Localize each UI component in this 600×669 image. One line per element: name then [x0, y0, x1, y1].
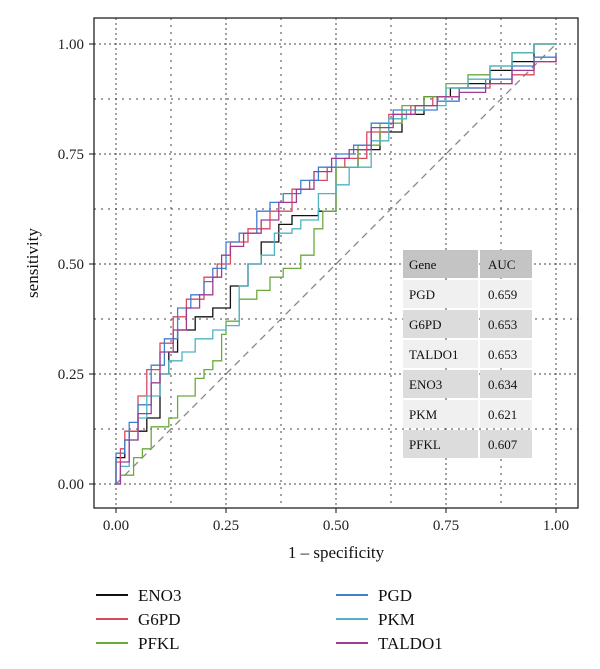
auc-gene: PFKL [409, 437, 441, 452]
auc-header-gene: Gene [409, 257, 437, 272]
y-tick-label: 0.75 [58, 147, 84, 163]
auc-cell [480, 310, 532, 338]
x-tick-label: 0.25 [213, 518, 239, 534]
x-tick-label: 0.75 [433, 518, 459, 534]
auc-cell [480, 340, 532, 368]
auc-value: 0.659 [488, 287, 517, 302]
roc-curve-pgd [115, 52, 557, 484]
auc-gene: PKM [409, 407, 438, 422]
auc-cell [403, 250, 478, 278]
auc-cell [403, 370, 478, 398]
auc-value: 0.653 [488, 317, 517, 332]
auc-value: 0.621 [488, 407, 517, 422]
y-tick-label: 0.25 [58, 367, 84, 383]
legend-label-g6pd: G6PD [138, 610, 181, 629]
legend: ENO3 G6PD PFKL PGD PKM TALDO1 [96, 586, 443, 653]
x-axis-title: 1 – specificity [288, 543, 385, 562]
y-tick-label: 1.00 [58, 37, 84, 53]
auc-cell [403, 430, 478, 458]
auc-cell [480, 400, 532, 428]
legend-label-pgd: PGD [378, 586, 412, 605]
axis-ticks: 0.00 0.25 0.50 0.75 1.00 0.00 0.25 0.50 0.75 1.00 [58, 37, 569, 534]
auc-gene: G6PD [409, 317, 442, 332]
x-tick-label: 0.00 [103, 518, 129, 534]
legend-label-pkm: PKM [378, 610, 415, 629]
auc-header-value: AUC [488, 257, 515, 272]
x-tick-label: 1.00 [543, 518, 569, 534]
auc-value: 0.653 [488, 347, 517, 362]
auc-cell [480, 280, 532, 308]
auc-value: 0.607 [488, 437, 518, 452]
auc-table: Gene AUC PGD 0.659 G6PD 0.653 TALDO1 0.653 ENO3 0… [403, 250, 532, 458]
reference-diagonal [115, 43, 557, 485]
auc-value: 0.634 [488, 377, 518, 392]
auc-cell [480, 370, 532, 398]
auc-cell [403, 310, 478, 338]
auc-cell [403, 280, 478, 308]
auc-cell [403, 340, 478, 368]
auc-cell [480, 430, 532, 458]
auc-cell [403, 400, 478, 428]
auc-gene: ENO3 [409, 377, 442, 392]
x-tick-label: 0.50 [323, 518, 349, 534]
legend-label-pfkl: PFKL [138, 634, 180, 653]
y-tick-label: 0.50 [58, 257, 84, 273]
roc-curve-taldo1 [116, 57, 557, 485]
auc-cell [480, 250, 532, 278]
y-tick-label: 0.00 [58, 477, 84, 493]
legend-label-taldo1: TALDO1 [378, 634, 443, 653]
legend-label-eno3: ENO3 [138, 586, 181, 605]
auc-gene: TALDO1 [409, 347, 459, 362]
y-axis-title: sensitivity [23, 228, 42, 298]
roc-curves [115, 43, 557, 485]
auc-gene: PGD [409, 287, 435, 302]
